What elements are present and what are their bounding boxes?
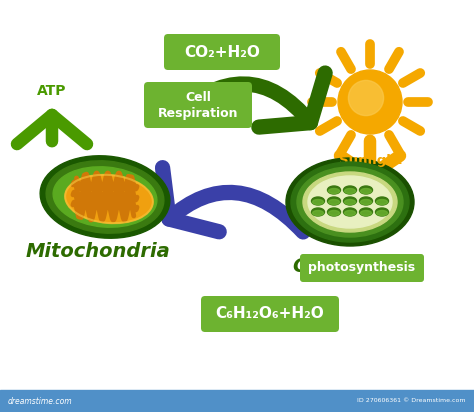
Ellipse shape [376,211,388,215]
Ellipse shape [359,208,373,216]
Ellipse shape [328,199,339,204]
Text: Cell
Respiration: Cell Respiration [158,91,238,119]
FancyBboxPatch shape [300,254,424,282]
Ellipse shape [40,156,170,238]
Text: CO₂+H₂O: CO₂+H₂O [184,44,260,59]
Text: Sunlight: Sunlight [338,154,401,167]
Ellipse shape [328,186,340,194]
Ellipse shape [328,208,340,216]
Text: ATP: ATP [37,84,67,98]
Ellipse shape [345,211,356,215]
Circle shape [338,70,402,134]
Ellipse shape [344,197,356,205]
Circle shape [348,80,383,116]
Ellipse shape [361,211,372,215]
Ellipse shape [328,189,339,194]
Ellipse shape [345,199,356,204]
FancyBboxPatch shape [201,296,339,332]
Ellipse shape [308,176,392,228]
Ellipse shape [375,197,389,205]
Ellipse shape [344,208,356,216]
Ellipse shape [311,208,325,216]
Ellipse shape [328,211,339,215]
Text: Chloroplast: Chloroplast [292,257,418,276]
FancyArrowPatch shape [17,115,87,144]
Ellipse shape [376,199,388,204]
FancyArrowPatch shape [163,168,303,232]
Ellipse shape [311,197,325,205]
Text: C₆H₁₂O₆+H₂O: C₆H₁₂O₆+H₂O [216,307,324,321]
Ellipse shape [312,211,323,215]
Ellipse shape [303,172,397,232]
Ellipse shape [53,167,157,227]
Ellipse shape [361,189,372,194]
Text: dreamstime.com: dreamstime.com [8,396,73,405]
Ellipse shape [328,197,340,205]
FancyArrowPatch shape [340,141,400,176]
Ellipse shape [46,161,164,233]
Ellipse shape [345,189,356,194]
FancyArrowPatch shape [170,73,325,127]
Ellipse shape [359,197,373,205]
Ellipse shape [297,167,403,237]
Text: ID 270606361 © Dreamstime.com: ID 270606361 © Dreamstime.com [357,398,466,403]
FancyBboxPatch shape [164,34,280,70]
Text: photosynthesis: photosynthesis [309,262,416,274]
Ellipse shape [361,199,372,204]
Ellipse shape [312,199,323,204]
Ellipse shape [286,158,414,246]
FancyBboxPatch shape [144,82,252,128]
Text: Mitochondria: Mitochondria [26,242,170,261]
Ellipse shape [65,175,153,223]
Ellipse shape [344,186,356,194]
Ellipse shape [291,162,409,242]
Ellipse shape [375,208,389,216]
Bar [0,390,474,412]
Ellipse shape [359,186,373,194]
